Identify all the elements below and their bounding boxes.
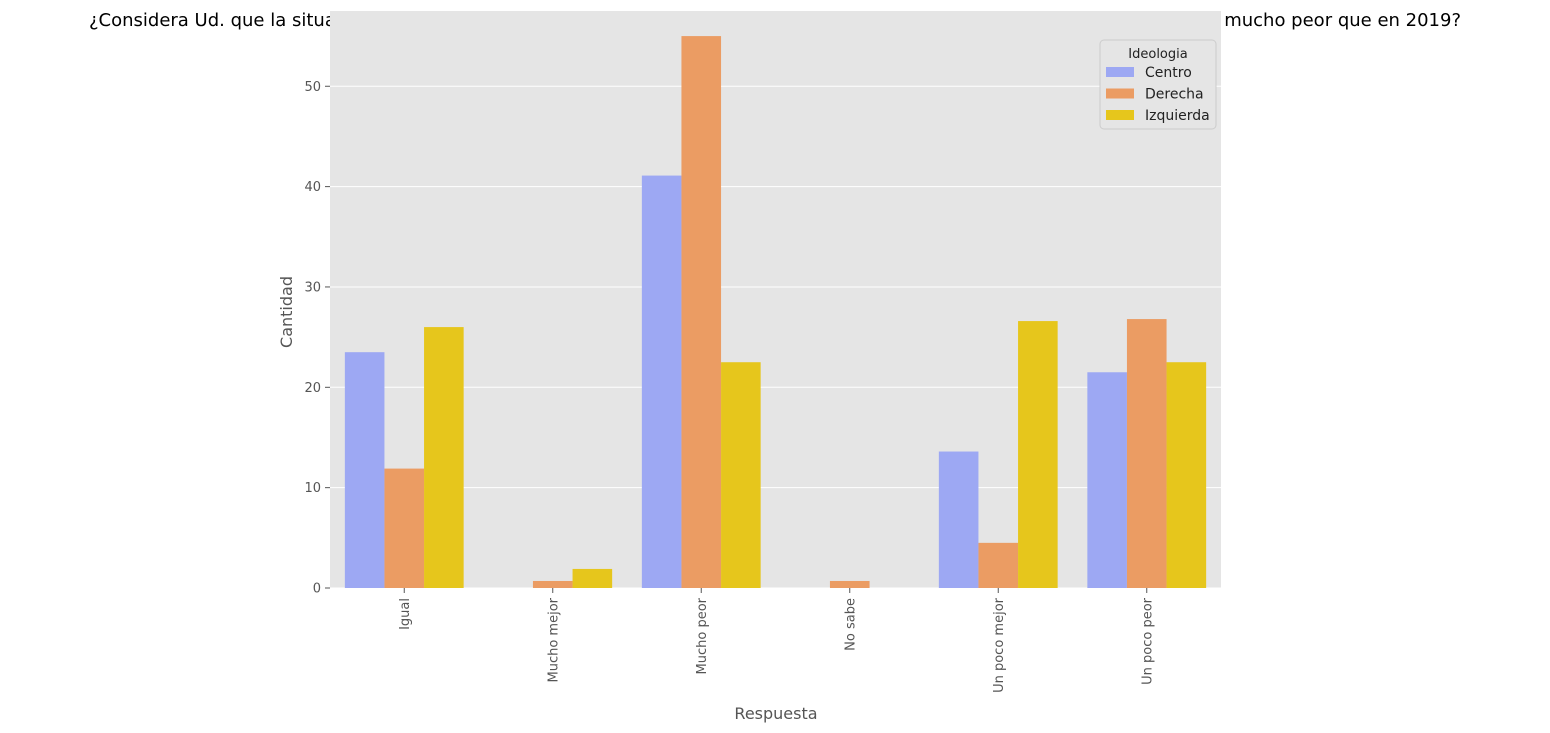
y-tick-label: 0 [313, 582, 321, 597]
legend-label-centro: Centro [1145, 65, 1192, 81]
legend-label-derecha: Derecha [1145, 87, 1204, 103]
bar-izquierda-un-poco-mejor [1018, 321, 1058, 588]
x-tick-label: No sabe [843, 598, 858, 651]
bar-derecha-mucho-mejor [532, 580, 573, 588]
bar-centro-un-poco-peor [1087, 372, 1127, 588]
x-axis: Igual Mucho mejor Mucho peor No sabe Un poco… [398, 588, 1155, 693]
y-tick-label: 30 [304, 280, 321, 295]
legend-swatch-derecha [1106, 88, 1134, 99]
y-tick-label: 50 [304, 80, 321, 95]
y-tick-label: 40 [304, 180, 321, 195]
bars [344, 36, 1207, 588]
x-tick-label: Mucho peor [695, 597, 710, 674]
legend-title: Ideologia [1128, 47, 1187, 62]
bar-centro-un-poco-mejor [938, 451, 979, 588]
legend-swatch-izquierda [1106, 110, 1134, 120]
gridlines [330, 85, 1221, 589]
bar-derecha-un-poco-peor [1126, 319, 1167, 588]
bar-derecha-igual [384, 468, 425, 588]
x-tick-label: Mucho mejor [546, 597, 561, 682]
bar-derecha-no-sabe [829, 580, 870, 588]
bar-centro-mucho-peor [641, 175, 682, 588]
x-axis-label: Respuesta [734, 704, 817, 723]
plot-background [330, 11, 1221, 588]
bar-izquierda-mucho-peor [721, 362, 761, 588]
legend-items: Centro Derecha Izquierda [1106, 65, 1210, 124]
x-tick-label: Igual [398, 598, 413, 630]
bar-izquierda-igual [424, 327, 464, 588]
x-tick-label: Un poco mejor [992, 597, 1007, 693]
legend-swatch-centro [1106, 67, 1134, 77]
legend-label-izquierda: Izquierda [1145, 108, 1210, 124]
legend-box [1099, 39, 1217, 130]
bar-derecha-mucho-peor [681, 36, 722, 588]
x-tick-label: Un poco peor [1140, 597, 1155, 685]
bar-izquierda-un-poco-peor [1166, 362, 1207, 588]
bar-izquierda-mucho-mejor [572, 568, 613, 588]
legend: Ideologia Centro Derecha Izquierda [1099, 39, 1217, 130]
bar-derecha-un-poco-mejor [978, 542, 1019, 588]
y-tick-label: 10 [304, 481, 321, 496]
y-axis: 0 10 20 30 40 50 [304, 80, 330, 597]
y-tick-label: 20 [304, 381, 321, 396]
y-axis-label: Cantidad [277, 276, 296, 348]
bar-centro-igual [344, 352, 385, 588]
